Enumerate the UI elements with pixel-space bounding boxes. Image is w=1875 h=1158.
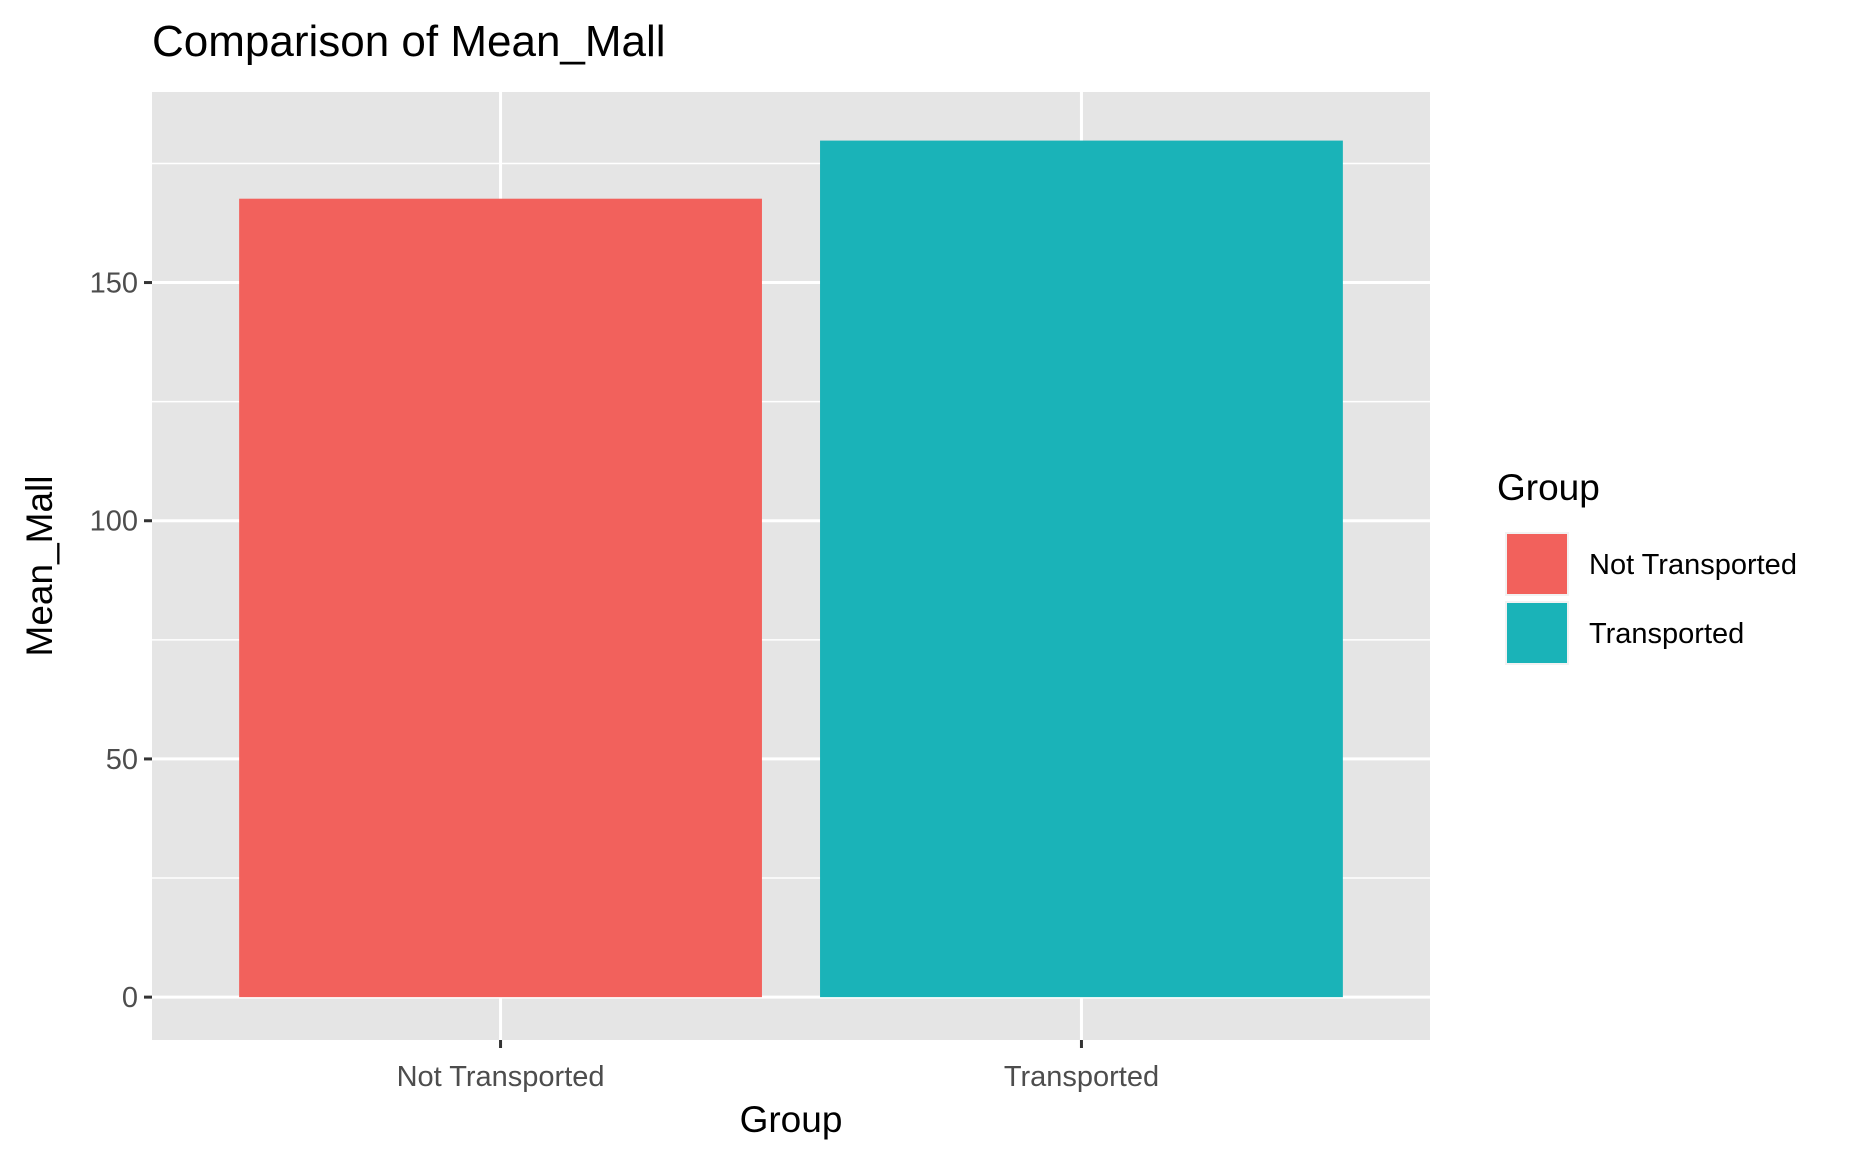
legend-key-swatch <box>1507 603 1567 663</box>
y-axis: 0 50 100 150 <box>90 268 152 1014</box>
x-axis: Not Transported Transported <box>397 1040 1159 1093</box>
x-tick-label: Transported <box>1004 1061 1159 1093</box>
bars <box>239 140 1343 998</box>
legend-key-swatch <box>1507 534 1567 594</box>
legend-title: Group <box>1497 467 1600 508</box>
y-tick-label: 50 <box>106 744 138 776</box>
x-tick-label: Not Transported <box>397 1061 605 1093</box>
x-axis-title: Group <box>740 1099 843 1140</box>
legend-label: Transported <box>1589 618 1744 650</box>
chart-title: Comparison of Mean_Mall <box>152 17 666 66</box>
legend-items: Not Transported Transported <box>1505 532 1797 665</box>
legend: Group Not Transported Transported <box>1497 467 1797 665</box>
bar-not-transported <box>239 198 762 998</box>
legend-label: Not Transported <box>1589 549 1797 581</box>
bar-transported <box>820 140 1343 998</box>
y-tick-label: 100 <box>90 506 138 538</box>
y-axis-title: Mean_Mall <box>19 476 60 657</box>
y-tick-label: 0 <box>122 982 138 1014</box>
y-tick-label: 150 <box>90 268 138 300</box>
